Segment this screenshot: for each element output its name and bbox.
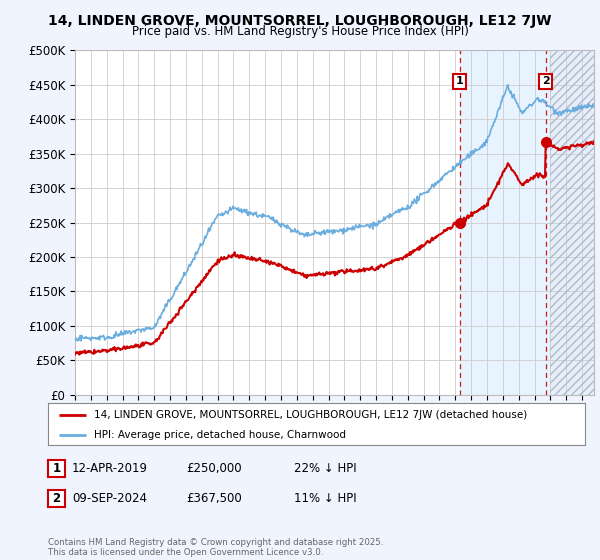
Text: HPI: Average price, detached house, Charnwood: HPI: Average price, detached house, Char…	[94, 430, 346, 440]
Bar	[550, 50, 594, 395]
Text: 2: 2	[52, 492, 61, 505]
Text: 14, LINDEN GROVE, MOUNTSORREL, LOUGHBOROUGH, LE12 7JW (detached house): 14, LINDEN GROVE, MOUNTSORREL, LOUGHBORO…	[94, 410, 527, 420]
Text: 1: 1	[456, 76, 463, 86]
Text: 14, LINDEN GROVE, MOUNTSORREL, LOUGHBOROUGH, LE12 7JW: 14, LINDEN GROVE, MOUNTSORREL, LOUGHBORO…	[48, 14, 552, 28]
Text: 09-SEP-2024: 09-SEP-2024	[72, 492, 147, 505]
Text: 12-APR-2019: 12-APR-2019	[72, 462, 148, 475]
Text: £367,500: £367,500	[186, 492, 242, 505]
Text: Price paid vs. HM Land Registry's House Price Index (HPI): Price paid vs. HM Land Registry's House …	[131, 25, 469, 38]
Text: 1: 1	[52, 462, 61, 475]
Bar	[550, 50, 594, 395]
Bar	[460, 50, 550, 395]
Text: 11% ↓ HPI: 11% ↓ HPI	[294, 492, 356, 505]
Text: 2: 2	[542, 76, 550, 86]
Text: 22% ↓ HPI: 22% ↓ HPI	[294, 462, 356, 475]
Text: Contains HM Land Registry data © Crown copyright and database right 2025.
This d: Contains HM Land Registry data © Crown c…	[48, 538, 383, 557]
Text: £250,000: £250,000	[186, 462, 242, 475]
